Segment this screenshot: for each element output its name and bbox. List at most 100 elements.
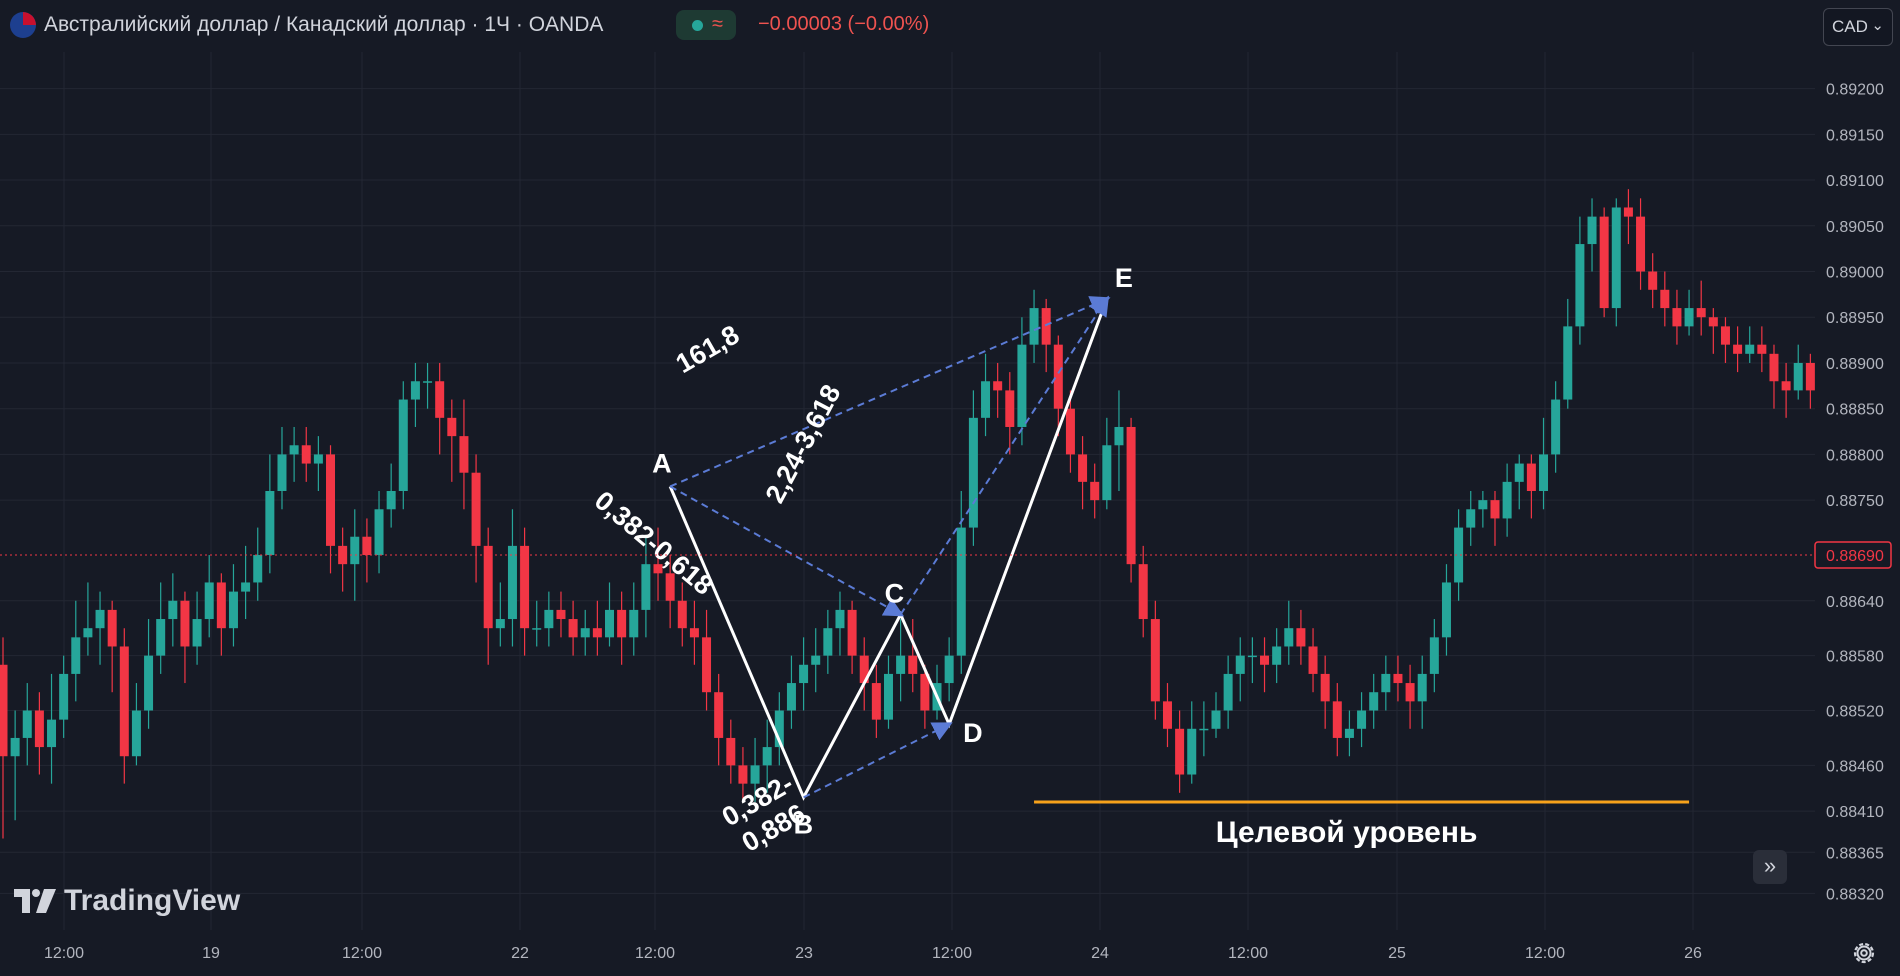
candle — [168, 573, 178, 647]
candle — [34, 692, 44, 775]
pattern-point-label-c: C — [885, 578, 905, 608]
candle-body — [714, 692, 724, 738]
candle-body — [1053, 344, 1063, 409]
price-axis[interactable]: 0.89200 0.89150 0.89100 0.89050 0.89000 0.889… — [1815, 0, 1900, 976]
candle-body — [313, 454, 323, 464]
candle-body — [1296, 628, 1306, 647]
candle-body — [83, 628, 93, 638]
ratio-arrow — [669, 485, 905, 617]
candle — [22, 683, 32, 766]
candle — [1078, 436, 1088, 510]
candle — [350, 509, 360, 601]
candle-body — [350, 536, 360, 565]
candle-body — [665, 573, 675, 601]
candle — [1296, 609, 1306, 665]
candle-body — [774, 710, 784, 748]
candle-body — [520, 545, 530, 629]
candle-body — [1781, 381, 1791, 391]
candle-body — [22, 710, 32, 738]
candle — [471, 454, 481, 583]
candle — [1017, 317, 1027, 446]
candle-body — [34, 710, 44, 748]
candle — [507, 509, 517, 647]
candle-body — [1162, 701, 1172, 729]
candle — [204, 555, 214, 638]
candle — [738, 747, 748, 802]
candle — [1611, 198, 1621, 327]
candle-body — [1344, 728, 1354, 738]
candle — [1320, 655, 1330, 729]
symbol-title[interactable]: Австралийский доллар / Канадский доллар … — [44, 13, 604, 36]
candle-body — [629, 609, 639, 638]
candle — [156, 582, 166, 674]
time-axis[interactable]: 12:00 19 12:00 22 12:00 23 12:00 24 12:00 25 12:00… — [0, 930, 1900, 976]
x-tick-label: 26 — [1684, 945, 1702, 962]
candle — [10, 710, 20, 821]
y-tick-label: 0.88750 — [1826, 493, 1884, 510]
candle-body — [1078, 454, 1088, 482]
candle — [1720, 317, 1730, 363]
candle — [459, 399, 469, 510]
candle-body — [216, 582, 226, 629]
logo-text: TradingView — [64, 884, 241, 917]
candle — [241, 545, 251, 620]
candle-body — [228, 591, 238, 629]
y-tick-label: 0.88640 — [1826, 594, 1884, 611]
candle-body — [435, 381, 445, 418]
candle — [1745, 326, 1755, 363]
market-status-badge[interactable]: ≈ — [676, 10, 736, 40]
candle-body — [1563, 326, 1573, 400]
pattern-point-label-b: B — [794, 809, 814, 839]
candle — [1260, 637, 1270, 693]
candle — [228, 564, 238, 647]
y-tick-label: 0.88580 — [1826, 649, 1884, 666]
chevron-down-icon: ⌄ — [1871, 17, 1884, 34]
candle — [1623, 189, 1633, 245]
candle-body — [131, 710, 141, 757]
candle — [435, 362, 445, 455]
candle — [1126, 417, 1136, 583]
currency-label: CAD — [1832, 17, 1868, 36]
currency-select-button[interactable]: CAD ⌄ — [1823, 8, 1893, 46]
delay-wave-icon: ≈ — [712, 13, 723, 35]
candle-body — [1199, 728, 1209, 731]
candle — [83, 582, 93, 656]
candle — [338, 527, 348, 592]
candle — [605, 582, 614, 647]
candle-body — [1114, 426, 1124, 446]
y-tick-label: 0.89000 — [1826, 265, 1884, 282]
candle — [1575, 216, 1585, 345]
candle — [1514, 454, 1524, 510]
y-tick-label: 0.88365 — [1826, 845, 1884, 862]
candle — [1539, 417, 1549, 510]
candle-body — [1454, 527, 1464, 583]
y-tick-label: 0.88320 — [1826, 886, 1884, 903]
candle-body — [920, 673, 930, 711]
candle-body — [447, 417, 457, 437]
candle — [192, 591, 202, 665]
y-tick-label: 0.88410 — [1826, 804, 1884, 821]
candle-body — [1357, 710, 1367, 729]
candle — [1102, 417, 1112, 510]
candle-body — [1065, 408, 1075, 455]
candle — [1041, 298, 1051, 373]
candle-body — [871, 683, 881, 720]
scroll-to-realtime-button[interactable]: » — [1753, 850, 1787, 884]
candle — [520, 527, 530, 656]
candles — [0, 189, 1900, 839]
tradingview-logo[interactable]: TradingView — [14, 884, 240, 918]
candle — [568, 600, 578, 656]
candle — [1429, 619, 1439, 693]
gear-icon[interactable] — [1850, 939, 1878, 967]
candle-body — [1623, 207, 1633, 217]
x-tick-label: 12:00 — [932, 945, 972, 962]
candle-body — [1405, 683, 1415, 702]
last-price-label: 0.88690 — [1826, 548, 1884, 565]
candle — [750, 737, 760, 802]
candle — [896, 619, 906, 702]
candle-body — [1187, 728, 1197, 775]
candle-body — [1005, 390, 1015, 427]
candle — [1441, 564, 1451, 656]
candle-body — [762, 747, 772, 766]
